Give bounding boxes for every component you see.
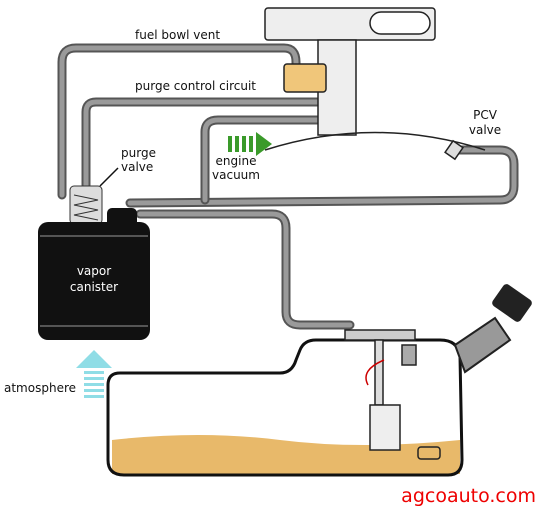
pcv-valve-label: PCV xyxy=(473,108,498,122)
engine-vacuum-label: engine xyxy=(216,154,257,168)
purge-valve-label: valve xyxy=(121,160,153,174)
purge-control-label: purge control circuit xyxy=(135,79,256,93)
atmosphere-arrow xyxy=(76,350,112,398)
fuel-bowl-vent-label: fuel bowl vent xyxy=(135,28,220,42)
purge-valve-label: purge xyxy=(121,146,156,160)
pointer xyxy=(99,167,119,187)
vapor-canister xyxy=(38,208,150,340)
pcv-valve-label: valve xyxy=(469,123,501,137)
hoses xyxy=(57,43,519,330)
fuel-tank xyxy=(106,284,532,477)
watermark: agcoauto.com xyxy=(401,485,536,507)
canister-label: vapor xyxy=(77,264,111,278)
atmosphere-label: atmosphere xyxy=(4,381,76,395)
engine-vacuum-label: vacuum xyxy=(212,168,260,182)
vacuum-arrow xyxy=(228,132,272,156)
fuel-pump xyxy=(344,329,441,460)
purge-valve xyxy=(69,185,103,225)
canister-label: canister xyxy=(70,280,118,294)
carburetor xyxy=(264,7,486,161)
